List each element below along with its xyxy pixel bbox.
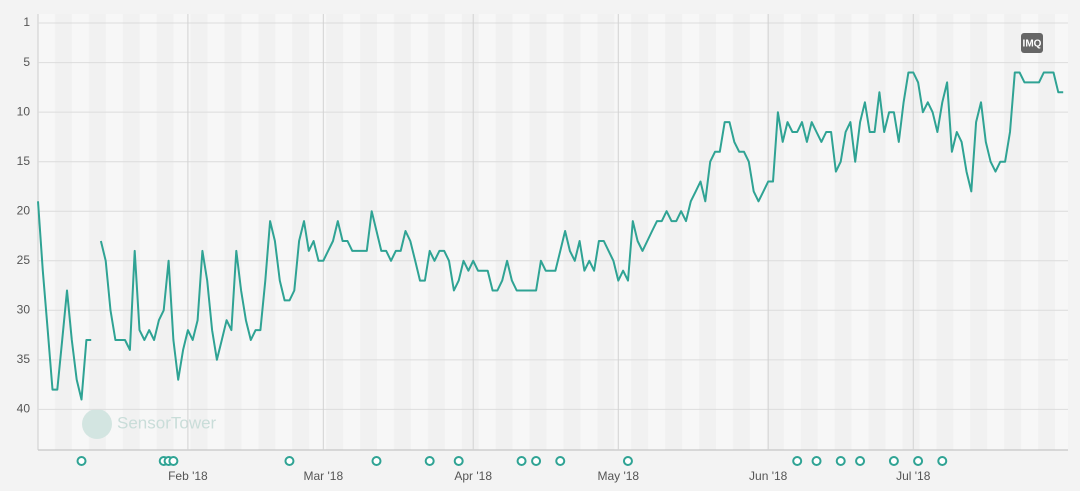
- event-marker[interactable]: [888, 456, 899, 466]
- y-tick-label: 1: [23, 15, 30, 29]
- event-marker[interactable]: [622, 456, 633, 466]
- event-marker[interactable]: [855, 456, 866, 466]
- event-marker[interactable]: [835, 456, 846, 466]
- event-marker[interactable]: [913, 456, 924, 466]
- y-tick-label: 15: [17, 154, 31, 168]
- event-marker[interactable]: [516, 456, 527, 466]
- y-tick-label: 10: [17, 104, 31, 118]
- event-marker[interactable]: [284, 456, 295, 466]
- watermark-text: SensorTower: [117, 413, 217, 432]
- x-tick-label: Mar '18: [303, 469, 343, 483]
- watermark-logo: [82, 409, 112, 439]
- event-marker[interactable]: [453, 456, 464, 466]
- x-tick-label: Jun '18: [749, 469, 788, 483]
- badge-box[interactable]: [1021, 33, 1043, 53]
- y-tick-label: 35: [17, 352, 31, 366]
- y-tick-label: 5: [23, 55, 30, 69]
- x-tick-label: Feb '18: [168, 469, 208, 483]
- event-marker[interactable]: [555, 456, 566, 466]
- y-tick-label: 30: [17, 302, 31, 316]
- grid: [38, 14, 1068, 450]
- event-marker[interactable]: [168, 456, 179, 466]
- event-marker[interactable]: [424, 456, 435, 466]
- y-tick-label: 25: [17, 253, 31, 267]
- watermark: SensorTower: [82, 409, 217, 439]
- badge[interactable]: IMQ: [1021, 33, 1043, 53]
- event-marker[interactable]: [531, 456, 542, 466]
- event-marker[interactable]: [76, 456, 87, 466]
- badge-text[interactable]: IMQ: [1023, 39, 1042, 50]
- x-tick-label: Jul '18: [896, 469, 931, 483]
- event-marker[interactable]: [792, 456, 803, 466]
- y-tick-label: 40: [17, 402, 31, 416]
- y-tick-label: 20: [17, 203, 31, 217]
- event-marker[interactable]: [811, 456, 822, 466]
- line: [37, 71, 1064, 401]
- x-tick-label: Apr '18: [454, 469, 492, 483]
- event-marker[interactable]: [937, 456, 948, 466]
- plot-background: [38, 14, 1068, 450]
- x-tick-label: May '18: [597, 469, 639, 483]
- event-marker[interactable]: [371, 456, 382, 466]
